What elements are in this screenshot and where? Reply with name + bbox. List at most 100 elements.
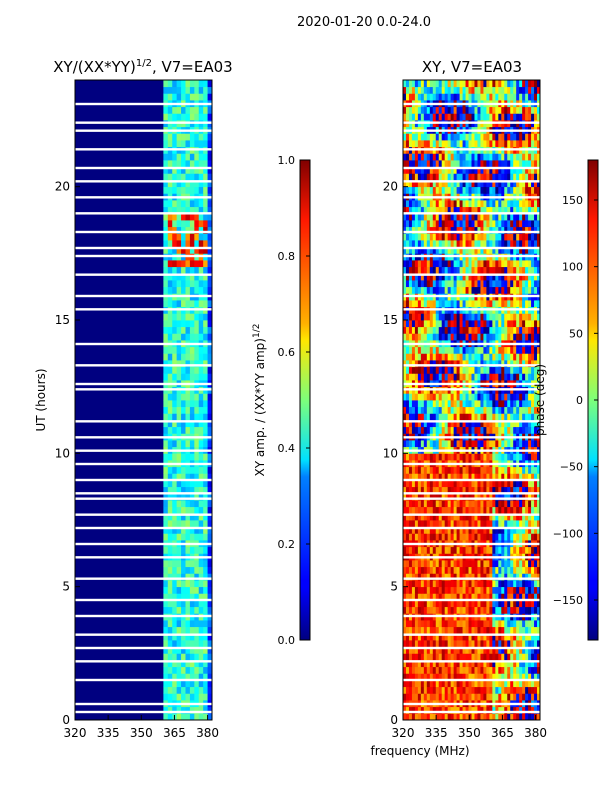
heatmap-cell — [429, 646, 434, 654]
heatmap-cell — [203, 593, 208, 601]
heatmap-cell — [203, 453, 208, 461]
heatmap-cell — [504, 506, 508, 514]
heatmap-cell — [426, 466, 431, 474]
heatmap-cell — [411, 360, 416, 368]
heatmap-cell — [405, 266, 410, 274]
heatmap-cell — [411, 513, 416, 521]
heatmap-cell — [408, 233, 413, 241]
heatmap-cell — [474, 680, 478, 688]
heatmap-cell — [403, 686, 407, 694]
heatmap-cell — [525, 520, 529, 528]
heatmap-cell — [198, 133, 204, 141]
heatmap-cell — [441, 213, 446, 221]
heatmap-cell — [510, 513, 514, 521]
heatmap-cell — [420, 560, 425, 568]
heatmap-cell — [414, 593, 419, 601]
heatmap-cell — [447, 593, 452, 601]
heatmap-cell — [519, 273, 523, 281]
heatmap-cell — [516, 680, 520, 688]
heatmap-cell — [163, 453, 169, 461]
heatmap-cell — [172, 493, 178, 501]
heatmap-cell — [459, 580, 463, 588]
heatmap-cell — [423, 440, 428, 448]
heatmap-cell — [441, 366, 446, 374]
heatmap-cell — [510, 693, 514, 701]
heatmap-cell — [465, 166, 469, 174]
heatmap-cell — [163, 593, 169, 601]
heatmap-cell — [477, 406, 481, 414]
heatmap-cell — [534, 533, 538, 541]
heatmap-cell — [459, 220, 463, 228]
heatmap-cell — [435, 160, 440, 168]
heatmap-cell — [465, 273, 469, 281]
heatmap-cell — [447, 400, 452, 408]
heatmap-cell — [163, 713, 169, 721]
heatmap-cell — [403, 226, 407, 234]
heatmap-cell — [486, 200, 490, 208]
heatmap-cell — [531, 180, 535, 188]
heatmap-cell — [438, 660, 443, 668]
heatmap-cell — [483, 200, 487, 208]
heatmap-cell — [450, 246, 455, 254]
heatmap-cell — [203, 226, 208, 234]
heatmap-cell — [519, 706, 523, 714]
heatmap-cell — [456, 660, 460, 668]
heatmap-cell — [462, 606, 466, 614]
heatmap-cell — [172, 506, 178, 514]
heatmap-cell — [471, 213, 475, 221]
heatmap-cell — [468, 586, 472, 594]
heatmap-cell — [495, 180, 499, 188]
heatmap-cell — [480, 640, 484, 648]
heatmap-cell — [198, 600, 204, 608]
heatmap-cell — [417, 546, 422, 554]
heatmap-cell — [405, 200, 410, 208]
heatmap-cell — [435, 493, 440, 501]
heatmap-cell — [489, 546, 493, 554]
heatmap-cell — [429, 593, 434, 601]
heatmap-cell — [462, 593, 466, 601]
heatmap-cell — [531, 246, 535, 254]
heatmap-cell — [522, 526, 526, 534]
left-panel-title: XY/(XX*YY)1/2, V7=EA03 — [53, 58, 232, 76]
heatmap-cell — [525, 206, 529, 214]
heatmap-cell — [525, 606, 529, 614]
heatmap-cell — [185, 413, 191, 421]
heatmap-cell — [513, 620, 517, 628]
heatmap-cell — [528, 200, 532, 208]
heatmap-cell — [163, 240, 169, 248]
heatmap-cell — [474, 653, 478, 661]
heatmap-cell — [403, 560, 407, 568]
heatmap-cell — [480, 486, 484, 494]
heatmap-cell — [459, 606, 463, 614]
heatmap-cell — [172, 400, 178, 408]
heatmap-cell — [181, 520, 186, 528]
heatmap-cell — [462, 466, 466, 474]
heatmap-cell — [411, 546, 416, 554]
heatmap-cell — [465, 200, 469, 208]
heatmap-cell — [522, 280, 526, 288]
heatmap-cell — [405, 353, 410, 361]
heatmap-cell — [528, 566, 532, 574]
heatmap-cell — [198, 666, 204, 674]
heatmap-cell — [519, 640, 523, 648]
heatmap-cell — [411, 586, 416, 594]
heatmap-cell — [477, 160, 481, 168]
heatmap-cell — [438, 206, 443, 214]
heatmap-cell — [507, 486, 511, 494]
heatmap-cell — [456, 453, 460, 461]
heatmap-cell — [537, 226, 541, 234]
heatmap-cell — [408, 593, 413, 601]
heatmap-cell — [411, 666, 416, 674]
heatmap-cell — [522, 413, 526, 421]
heatmap-cell — [444, 620, 449, 628]
heatmap-cell — [468, 573, 472, 581]
heatmap-cell — [444, 533, 449, 541]
heatmap-cell — [176, 426, 182, 434]
heatmap-cell — [489, 246, 493, 254]
heatmap-cell — [408, 186, 413, 194]
heatmap-cell — [492, 646, 496, 654]
heatmap-cell — [172, 200, 178, 208]
heatmap-cell — [477, 220, 481, 228]
heatmap-cell — [498, 653, 502, 661]
heatmap-cell — [483, 480, 487, 488]
